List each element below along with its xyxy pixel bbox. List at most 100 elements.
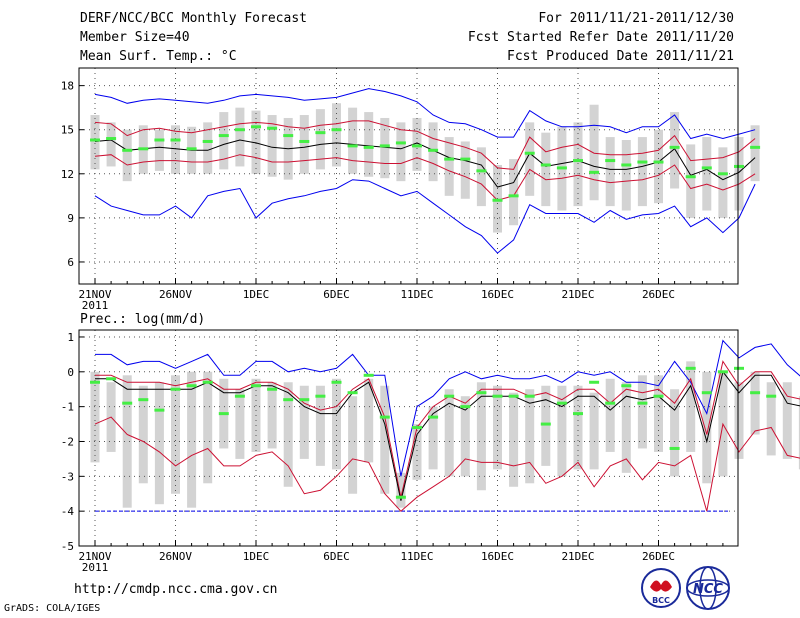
grads-credit: GrADS: COLA/IGES [4,603,101,614]
x-tick-label: 21NOV [78,550,111,563]
highlight-marker [315,131,326,135]
highlight-marker [251,384,261,388]
series-max-line [95,339,800,477]
ensemble-box [621,140,631,211]
highlight-marker [573,412,583,416]
ensemble-box [315,109,325,170]
ensemble-box [396,122,406,182]
ensemble-box [605,378,615,452]
ensemble-box [460,141,470,199]
highlight-marker [363,373,374,377]
ensemble-box [428,406,438,470]
plot-frame [78,67,739,285]
highlight-marker [186,147,197,151]
highlight-marker [717,370,728,374]
highlight-marker [170,387,181,391]
ensemble-box [251,110,261,174]
ensemble-box [702,371,712,484]
highlight-marker [605,401,616,405]
highlight-marker [331,380,342,384]
ensemble-box [412,424,422,480]
highlight-marker [363,145,374,149]
ensemble-box [154,129,164,171]
x-tick-label: 26NOV [159,288,192,301]
highlight-marker [170,138,181,142]
ensemble-box [589,392,599,470]
x-tick-label: 11DEC [400,550,433,563]
highlight-marker [637,160,648,164]
highlight-marker [234,394,245,398]
ensemble-box [718,147,728,218]
highlight-marker [331,128,342,132]
series-max-line [94,88,756,140]
ensemble-box [493,385,502,470]
ensemble-box [589,104,599,201]
ensemble-box [106,122,116,167]
y-tick-label: 1 [67,331,74,344]
y-tick-label: -4 [61,505,75,518]
highlight-marker [589,170,600,174]
highlight-marker [637,401,648,405]
ncc-logo-text: NCC [693,582,723,597]
ensemble-box [380,385,390,494]
precip-title: Prec.: log(mm/d) [80,312,205,327]
ensemble-box [219,112,229,170]
highlight-marker [283,134,294,138]
ensemble-box [766,382,776,456]
ensemble-box [364,378,374,463]
ensemble-box [235,389,245,459]
highlight-marker [524,151,535,155]
ensemble-box [171,125,180,174]
x-tick-label: 6DEC [323,288,350,301]
ensemble-box [299,115,309,174]
highlight-marker [347,391,358,395]
ensemble-box [557,385,567,477]
ensemble-box [476,382,486,491]
highlight-marker [492,394,503,398]
series-lower-line [94,154,756,201]
ensemble-box [798,396,800,470]
ensemble-box [138,385,148,484]
x-tick-label: 21NOV [78,288,111,301]
highlight-marker [283,398,294,402]
ensemble-box [90,371,100,463]
member-size-label: Member Size=40 [80,30,190,45]
ensemble-box [444,137,454,196]
y-tick-label: 15 [61,124,74,137]
series-mean-line [95,370,800,501]
ensemble-box [573,122,583,207]
ensemble-box [299,385,309,459]
highlight-marker [685,366,696,370]
highlight-marker [621,163,632,167]
highlight-marker [315,394,326,398]
highlight-marker [379,144,390,148]
ensemble-box [734,137,744,211]
y-tick-label: 0 [67,366,74,379]
highlight-marker [138,147,149,151]
forecast-period: For 2011/11/21-2011/12/30 [538,11,734,26]
y-tick-label: 6 [67,256,74,269]
highlight-marker [476,391,487,395]
highlight-marker [218,412,229,416]
highlight-marker [202,380,213,384]
highlight-marker [573,159,583,163]
series-lower-line [94,416,800,512]
x-tick-label: 1DEC [243,288,270,301]
highlight-marker [476,169,487,173]
highlight-marker [138,398,149,402]
highlight-marker [186,384,197,388]
highlight-marker [218,134,229,138]
ensemble-box [187,371,197,508]
series-mean-line [94,139,756,188]
highlight-marker [106,377,117,381]
ensemble-box [396,472,406,508]
highlight-marker [685,175,696,179]
ensemble-box [122,129,132,182]
ensemble-box [122,375,132,508]
y-tick-label: 12 [61,168,74,181]
highlight-marker [395,495,406,499]
ensemble-box [670,112,680,189]
highlight-marker [701,391,712,395]
website-url[interactable]: http://cmdp.ncc.cma.gov.cn [74,582,278,597]
